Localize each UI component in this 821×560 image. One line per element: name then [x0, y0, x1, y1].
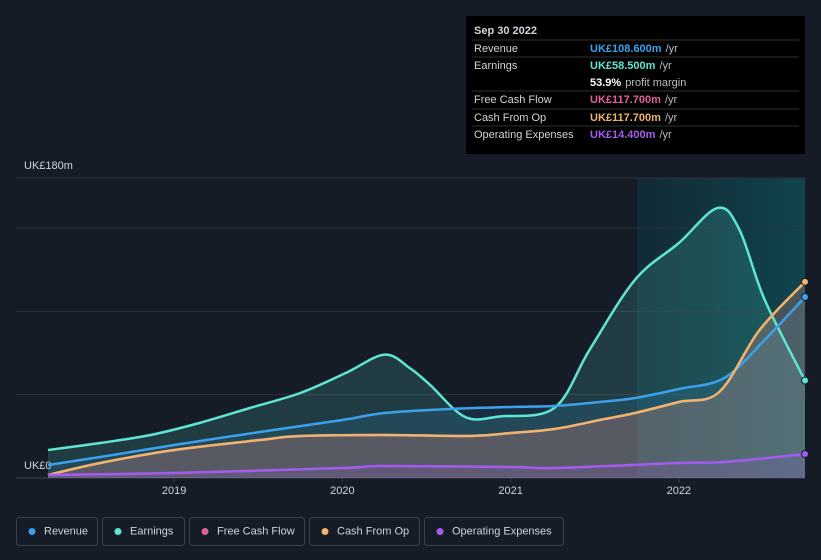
legend-box[interactable] [16, 517, 98, 546]
series-area [47, 281, 806, 478]
legend-swatch[interactable] [436, 528, 444, 535]
y-tick-label: UK£180m [24, 160, 73, 172]
legend-item[interactable]: Earnings [102, 517, 185, 546]
tooltip-value-number: UK£58.500m [590, 60, 656, 72]
tooltip-value-number: UK£108.600m [590, 43, 662, 55]
legend-label[interactable]: Earnings [130, 525, 174, 537]
tooltip-margin: 53.9% profit margin [590, 77, 686, 89]
tooltip-value: UK£58.500m/yr [590, 60, 672, 72]
tooltip-label: Revenue [474, 43, 518, 55]
x-tick-label: 2022 [667, 485, 691, 497]
y-tick-label: UK£0 [24, 460, 52, 472]
end-point [801, 376, 809, 385]
end-point [801, 450, 809, 458]
tooltip-value: UK£117.700m/yr [590, 112, 678, 124]
legend-label[interactable]: Cash From Op [337, 525, 409, 537]
end-point [801, 277, 809, 286]
x-tick-label: 2019 [162, 485, 186, 497]
legend-swatch[interactable] [28, 528, 36, 535]
series-line [47, 206, 807, 452]
tooltip-box [466, 16, 805, 154]
tooltip-label: Free Cash Flow [474, 94, 552, 106]
tooltip-value-number: UK£14.400m [590, 129, 656, 141]
tooltip-unit: /yr [666, 43, 679, 55]
x-tick-label: 2020 [330, 485, 354, 497]
tooltip-value-number: UK£117.700m [590, 112, 661, 124]
series-line [47, 280, 806, 477]
tooltip-value: UK£117.700m/yr [590, 94, 678, 106]
series-area [47, 207, 806, 478]
tooltip-label: Cash From Op [474, 112, 546, 124]
tooltip-unit: /yr [665, 112, 678, 124]
tooltip-unit: /yr [665, 94, 678, 106]
tooltip-label: Operating Expenses [474, 129, 574, 141]
legend-label[interactable]: Revenue [44, 525, 88, 537]
legend-swatch[interactable] [321, 528, 329, 535]
tooltip-label: Earnings [474, 60, 518, 72]
tooltip-unit: /yr [659, 129, 672, 141]
x-tick-label: 2021 [498, 485, 522, 497]
end-point [801, 293, 809, 301]
tooltip-value: UK£108.600m/yr [590, 43, 678, 55]
tooltip-unit: /yr [659, 60, 672, 72]
legend-swatch[interactable] [114, 528, 122, 535]
legend-label[interactable]: Operating Expenses [452, 525, 552, 537]
legend-item[interactable]: Cash From Op [309, 517, 420, 546]
legend-label[interactable]: Free Cash Flow [217, 525, 295, 537]
legend-item[interactable]: Free Cash Flow [189, 517, 305, 546]
legend-box[interactable] [309, 517, 420, 546]
series-line [47, 452, 806, 477]
legend-box[interactable] [102, 517, 185, 546]
tooltip-date: Sep 30 2022 [474, 25, 537, 37]
tooltip-value-number: UK£117.700m [590, 94, 661, 106]
margin-label: profit margin [625, 77, 686, 89]
series-area [47, 297, 806, 478]
series-line [47, 296, 806, 467]
legend-box[interactable] [424, 517, 564, 546]
series-area [47, 281, 806, 478]
margin-value: 53.9% [590, 77, 621, 89]
legend-item[interactable]: Revenue [16, 517, 98, 546]
legend-box[interactable] [189, 517, 305, 546]
tooltip-value: UK£14.400m/yr [590, 129, 672, 141]
legend-item[interactable]: Operating Expenses [424, 517, 564, 546]
legend-swatch[interactable] [201, 528, 209, 535]
